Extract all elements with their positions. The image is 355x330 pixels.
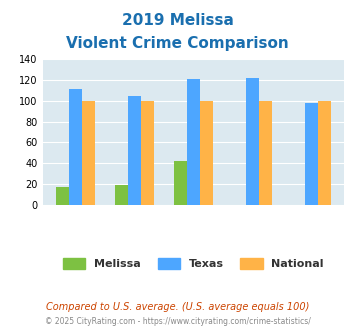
Text: 2019 Melissa: 2019 Melissa xyxy=(121,13,234,28)
Bar xyxy=(259,101,272,205)
Bar xyxy=(200,101,213,205)
Bar xyxy=(246,78,259,205)
Bar xyxy=(69,89,82,205)
Legend: Melissa, Texas, National: Melissa, Texas, National xyxy=(58,252,329,275)
Bar xyxy=(174,161,187,205)
Bar xyxy=(305,103,318,205)
Bar xyxy=(141,101,154,205)
Text: Compared to U.S. average. (U.S. average equals 100): Compared to U.S. average. (U.S. average … xyxy=(46,302,309,312)
Bar xyxy=(56,187,69,205)
Bar xyxy=(187,79,200,205)
Bar xyxy=(82,101,95,205)
Text: Violent Crime Comparison: Violent Crime Comparison xyxy=(66,36,289,51)
Bar xyxy=(318,101,331,205)
Bar xyxy=(115,185,128,205)
Text: © 2025 CityRating.com - https://www.cityrating.com/crime-statistics/: © 2025 CityRating.com - https://www.city… xyxy=(45,317,310,326)
Bar xyxy=(128,96,141,205)
